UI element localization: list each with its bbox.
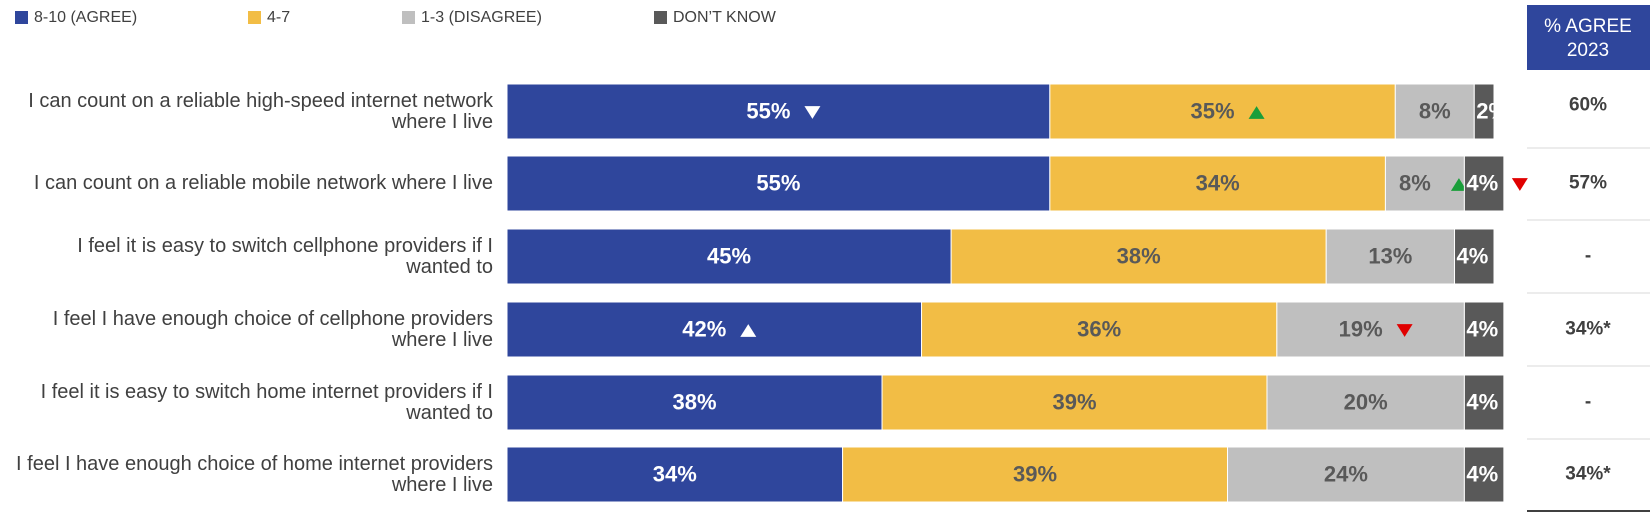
- value-label: 38%: [673, 389, 717, 414]
- bar-segment: [1227, 446, 1465, 503]
- side-value: -: [1585, 246, 1591, 267]
- value-label: 34%: [1196, 170, 1240, 195]
- value-label: 45%: [707, 243, 751, 268]
- bar-segment: [1463, 374, 1505, 431]
- bar-segment: [506, 374, 883, 431]
- value-label: 39%: [1013, 461, 1057, 486]
- legend-label: 1-3 (DISAGREE): [421, 9, 542, 26]
- value-label: 4%: [1457, 243, 1489, 268]
- value-label: 34%: [653, 461, 697, 486]
- category-label: I feel it is easy to switch cellphone pr…: [77, 234, 493, 278]
- bar-segment: [1473, 83, 1495, 140]
- value-label: 24%: [1324, 461, 1368, 486]
- category-label: I feel it is easy to switch home interne…: [40, 380, 493, 424]
- value-label: 39%: [1053, 389, 1097, 414]
- bar-segment: [1463, 446, 1505, 503]
- legend-label: 4-7: [267, 9, 290, 26]
- value-label: 4%: [1466, 389, 1498, 414]
- legend-label: DON’T KNOW: [673, 9, 777, 26]
- category-label: I can count on a reliable high-speed int…: [28, 89, 493, 133]
- bar-segment: [1454, 228, 1495, 285]
- legend-swatch: [248, 11, 261, 24]
- bar-segment: [506, 83, 1051, 140]
- trend-arrow: [1248, 106, 1265, 119]
- bar-segment: [950, 228, 1327, 285]
- trend-arrow: [1511, 178, 1528, 191]
- value-label: 4%: [1466, 316, 1498, 341]
- bar-segment: [1266, 374, 1465, 431]
- bar-segment: [921, 301, 1278, 358]
- bar-segment: [506, 228, 952, 285]
- value-label: 55%: [746, 98, 790, 123]
- side-header: % AGREE: [1544, 16, 1632, 37]
- value-label: 42%: [682, 316, 726, 341]
- side-header-box: [1527, 5, 1650, 70]
- value-label: 38%: [1117, 243, 1161, 268]
- value-label: 20%: [1344, 389, 1388, 414]
- trend-arrow: [1396, 324, 1413, 337]
- trend-arrow: [804, 106, 821, 119]
- value-label: 8%: [1399, 170, 1431, 195]
- trend-arrow: [740, 324, 757, 337]
- trend-arrow: [1450, 178, 1467, 191]
- bar-segment: [1325, 228, 1456, 285]
- value-label: 4%: [1466, 461, 1498, 486]
- legend-label: 8-10 (AGREE): [34, 9, 137, 26]
- legend-swatch: [15, 11, 28, 24]
- bar-segment: [506, 301, 923, 358]
- side-value: -: [1585, 392, 1591, 413]
- value-label: 19%: [1339, 316, 1383, 341]
- value-label: 36%: [1077, 316, 1121, 341]
- value-label: 13%: [1368, 243, 1412, 268]
- bar-segment: [1049, 155, 1386, 212]
- legend-swatch: [402, 11, 415, 24]
- bar-segment: [1463, 155, 1505, 212]
- bar-segment: [506, 446, 844, 503]
- side-value: 60%: [1569, 95, 1607, 116]
- value-label: 35%: [1191, 98, 1235, 123]
- value-label: 2%: [1476, 98, 1508, 123]
- category-label: I feel I have enough choice of home inte…: [16, 452, 493, 496]
- category-label: I can count on a reliable mobile network…: [33, 172, 493, 194]
- bar-segment: [1049, 83, 1396, 140]
- value-label: 55%: [756, 170, 800, 195]
- value-label: 8%: [1419, 98, 1451, 123]
- side-value: 34%*: [1565, 464, 1611, 485]
- side-value: 34%*: [1565, 319, 1611, 340]
- side-value: 57%: [1569, 173, 1607, 194]
- category-label: I feel I have enough choice of cellphone…: [52, 307, 493, 351]
- legend-swatch: [654, 11, 667, 24]
- value-label: 4%: [1466, 170, 1498, 195]
- bar-segment: [1384, 155, 1465, 212]
- bar-segment: [1463, 301, 1505, 358]
- side-header: 2023: [1567, 40, 1609, 61]
